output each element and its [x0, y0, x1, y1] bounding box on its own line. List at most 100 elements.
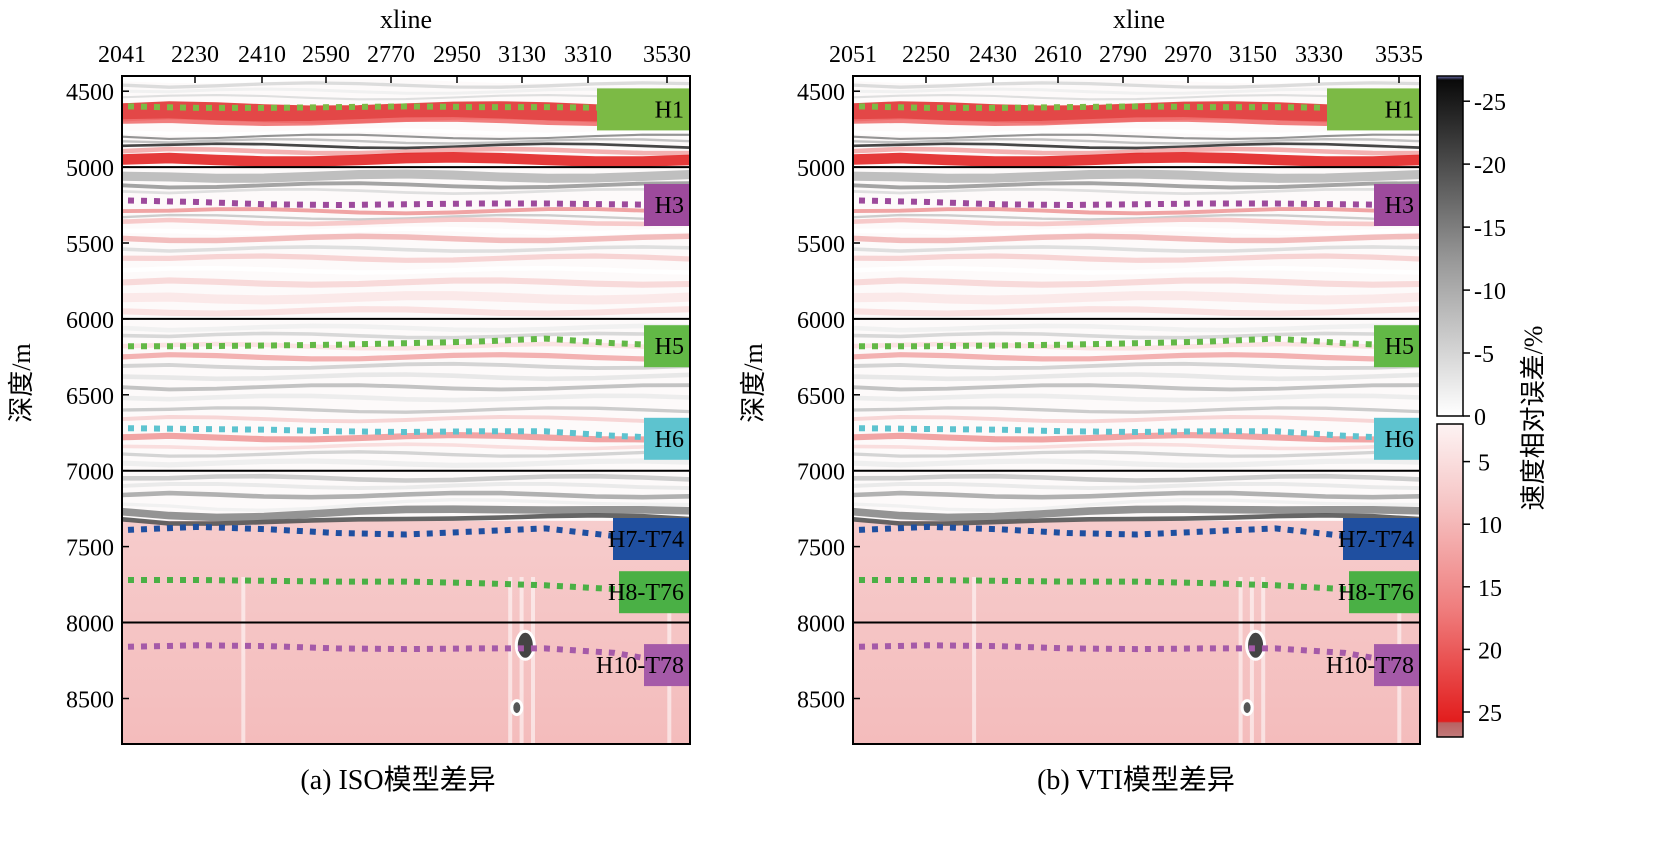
y-tick-label: 6000 [797, 308, 845, 334]
texture-band [122, 458, 690, 468]
anomaly-blob [514, 629, 536, 661]
x-tick-label: 2410 [238, 42, 286, 68]
texture-band [853, 81, 1420, 89]
texture-band [122, 128, 690, 137]
texture-band [853, 432, 1420, 443]
texture-band [853, 169, 1420, 183]
lower-background [853, 520, 1420, 744]
texture-band [853, 101, 1420, 124]
horizon-label: H3 [1374, 184, 1419, 226]
x-tick-label: 3310 [564, 42, 612, 68]
y-tick-label: 5000 [66, 156, 114, 182]
texture-band [853, 498, 1420, 512]
anomaly-blob [510, 699, 524, 717]
texture-band [853, 133, 1420, 140]
horizon-label: H6 [1374, 417, 1419, 460]
texture-band [122, 207, 690, 216]
x-axis-title: xline [380, 5, 432, 34]
x-tick-label: 3150 [1229, 42, 1277, 68]
seismic-section-plot: H1 H3 H5 H6 H7-T74 H8-T76 H10-T78 2051 2250 2430 2… [797, 42, 1423, 745]
texture-band [122, 341, 690, 351]
horizon-line [858, 642, 1415, 669]
horizon-label-box [1374, 644, 1419, 687]
texture-band [853, 481, 1420, 491]
x-tick-label: 2970 [1164, 42, 1212, 68]
texture-band [853, 87, 1420, 95]
horizon-label-box [1374, 417, 1419, 460]
x-tick-label: 2430 [969, 42, 1017, 68]
texture-band [853, 233, 1420, 244]
texture-band [122, 291, 690, 305]
texture-band [853, 331, 1420, 340]
horizon-label: H3 [644, 184, 689, 226]
horizon-label-text: H8-T76 [608, 580, 684, 606]
horizon-label-text: H10-T78 [596, 653, 684, 679]
texture-band [122, 94, 690, 101]
texture-band [122, 331, 690, 340]
x-tick-label: 3530 [643, 42, 691, 68]
y-axis-title: 深度/m [7, 343, 36, 422]
texture-band [853, 450, 1420, 458]
horizon-line [858, 103, 1415, 113]
texture-band [122, 169, 690, 183]
texture-band [122, 323, 690, 333]
colorbar-ticks: -25 -20 -15 -10 -5 0 5 10 15 20 25 [1463, 90, 1506, 727]
texture-band [122, 415, 690, 424]
x-tick-label: 2790 [1099, 42, 1147, 68]
horizon-label-box [613, 518, 689, 560]
horizon-line [127, 425, 685, 442]
colorbar-tick-label: 10 [1478, 513, 1502, 539]
horizon-label-box [1374, 184, 1419, 226]
texture-band [122, 490, 690, 500]
colorbar: -25 -20 -15 -10 -5 0 5 10 15 20 25 速度相对误差/% [1436, 75, 1548, 738]
y-tick-label: 6000 [66, 308, 114, 334]
horizon-label-text: H10-T78 [1326, 653, 1414, 679]
streak [241, 577, 246, 744]
y-tick-label: 6500 [797, 384, 845, 410]
texture-band [853, 128, 1420, 137]
x-tick-label: 3130 [498, 42, 546, 68]
horizon-line [859, 335, 1415, 350]
texture-band [853, 117, 1420, 127]
panel-caption: (b) VTI模型差异 [1037, 764, 1235, 796]
y-tick-label: 8500 [66, 688, 114, 714]
streak [508, 577, 513, 744]
texture-band [122, 81, 690, 89]
texture-band [853, 352, 1420, 362]
texture-band [853, 213, 1420, 221]
y-tick-label: 4500 [66, 80, 114, 106]
texture-band [853, 94, 1420, 101]
y-tick-label: 5500 [66, 232, 114, 258]
streak [1249, 577, 1254, 744]
panel-a: xline 深度/m (a) ISO模型差异 H1 H3 H5 H6 H7-T74 H8-… [7, 5, 691, 796]
x-tick-label: 3330 [1295, 42, 1343, 68]
texture-band [853, 226, 1420, 236]
texture-band [122, 481, 690, 491]
horizon-label-box [619, 571, 689, 614]
colorbar-tick-label: 0 [1474, 405, 1486, 431]
texture-band [122, 187, 690, 195]
texture-band [122, 87, 690, 95]
texture-band [122, 253, 690, 263]
streak [519, 577, 524, 744]
colorbar-tick-label: -15 [1474, 216, 1506, 242]
colorbar-tick-label: -20 [1474, 153, 1506, 179]
horizon-line [858, 425, 1415, 442]
y-tick-label: 7000 [797, 460, 845, 486]
y-tick-label: 5000 [797, 156, 845, 182]
horizon-line [128, 335, 685, 350]
streak [972, 577, 977, 744]
horizon-label-box [1343, 518, 1419, 560]
horizon-line [127, 523, 685, 542]
x-tick-label: 3535 [1375, 42, 1423, 68]
texture-band [853, 323, 1420, 333]
texture-band [122, 393, 690, 403]
texture-band [122, 137, 690, 145]
texture-band [853, 265, 1420, 275]
colorbar-positive-scale [1436, 423, 1464, 738]
horizon-line [859, 577, 1415, 596]
texture-band [122, 151, 690, 167]
texture-band [122, 146, 690, 156]
texture-band [122, 505, 690, 522]
texture-band [122, 142, 690, 150]
